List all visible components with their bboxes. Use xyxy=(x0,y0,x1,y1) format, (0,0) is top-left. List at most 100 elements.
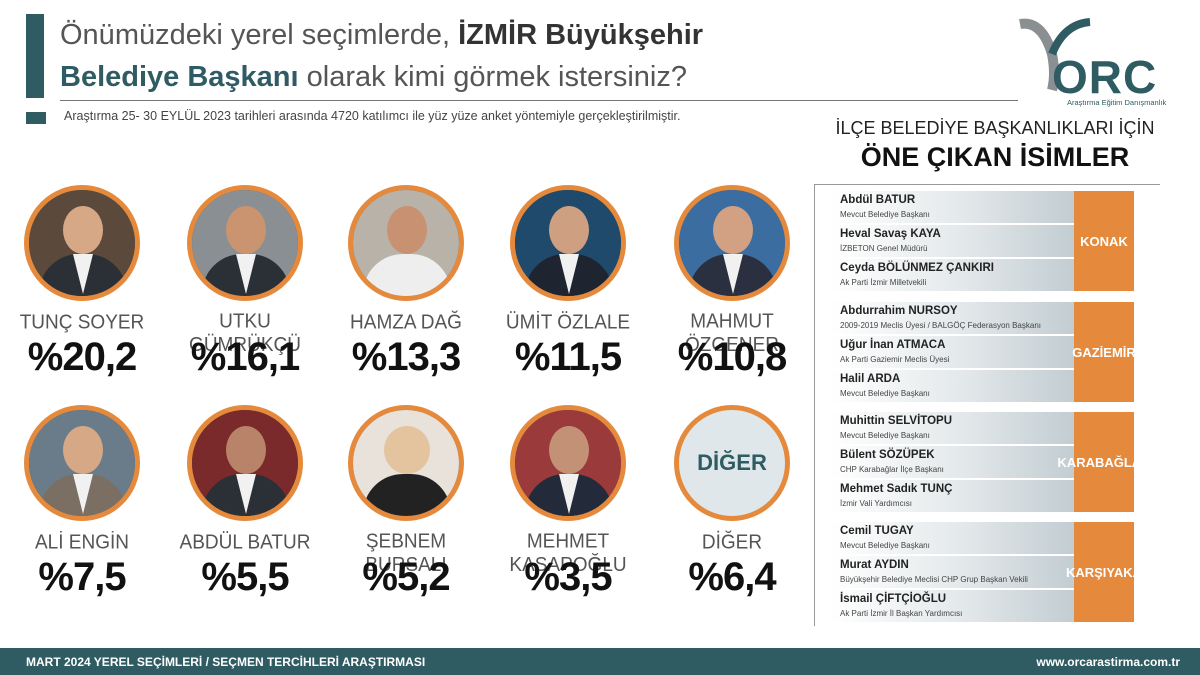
candidate-percentage: %11,5 xyxy=(514,335,622,379)
district-person: Heval Savaş KAYA İZBETON Genel Müdürü xyxy=(830,225,1074,257)
person-name: Heval Savaş KAYA xyxy=(840,228,941,240)
person-role: Mevcut Belediye Başkanı xyxy=(840,431,930,440)
candidate-percentage: %6,4 xyxy=(688,555,776,599)
person-name: Muhittin SELVİTOPU xyxy=(840,415,953,427)
person-name: Abdül BATUR xyxy=(840,194,916,206)
page-title: Önümüzdeki yerel seçimlerde, İZMİR Büyük… xyxy=(60,14,703,98)
person-name: Murat AYDIN xyxy=(840,559,909,571)
candidate-card: ÜMİT ÖZLALE %11,5 xyxy=(488,185,648,385)
person-role: Mevcut Belediye Başkanı xyxy=(840,389,930,398)
candidate-photo xyxy=(348,185,464,301)
title-line2-bold: Belediye Başkanı xyxy=(60,61,299,93)
candidate-photo xyxy=(510,185,626,301)
logo-text: ORC xyxy=(1052,51,1158,103)
candidate-name: HAMZA DAĞ xyxy=(350,311,462,334)
district-person: Bülent SÖZÜPEK CHP Karabağlar İlçe Başkan… xyxy=(830,446,1074,478)
candidate-photo xyxy=(187,405,303,521)
logo-tagline: Araştırma Eğitim Danışmanlık xyxy=(1067,98,1167,107)
candidate-percentage: %7,5 xyxy=(38,555,126,599)
candidate-name: ABDÜL BATUR xyxy=(179,531,311,554)
candidate-percentage: %10,8 xyxy=(677,335,787,379)
person-role: Ak Parti Gaziemir Meclis Üyesi xyxy=(840,355,950,364)
title-line1-bold: İZMİR Büyükşehir xyxy=(458,19,704,51)
candidate-name: DİĞER xyxy=(701,531,763,554)
candidate-card: ABDÜL BATUR %5,5 xyxy=(165,405,325,605)
footer-website-link[interactable]: www.orcarastirma.com.tr xyxy=(1036,655,1180,669)
candidate-name: UTKU GÜMRÜKÇÜ xyxy=(189,310,301,357)
person-name: Cemil TUGAY xyxy=(840,525,914,537)
district-label: KONAK xyxy=(1074,191,1134,291)
district-group-gaziemir: Abdurrahim NURSOY 2009-2019 Meclis Üyesi … xyxy=(830,302,1136,402)
candidate-percentage: %5,2 xyxy=(362,555,450,599)
district-person: Ceyda BÖLÜNMEZ ÇANKIRI Ak Parti İzmir Mil… xyxy=(830,259,1074,291)
person-name: Halil ARDA xyxy=(840,373,901,385)
candidate-card: TUNÇ SOYER %20,2 xyxy=(2,185,162,385)
survey-subtitle: Araştırma 25- 30 EYLÜL 2023 tarihleri ar… xyxy=(64,109,681,123)
candidate-name: MEHMET KASAPOĞLU xyxy=(509,530,627,577)
logo-mark-icon xyxy=(1019,18,1091,92)
candidate-photo xyxy=(674,185,790,301)
candidate-percentage: %20,2 xyxy=(27,335,137,379)
candidate-card: ALİ ENGİN %7,5 xyxy=(2,405,162,605)
title-line2-normal: olarak kimi görmek istersiniz? xyxy=(298,61,687,93)
person-name: Uğur İnan ATMACA xyxy=(840,339,946,351)
district-person: Abdurrahim NURSOY 2009-2019 Meclis Üyesi … xyxy=(830,302,1074,334)
person-role: 2009-2019 Meclis Üyesi / BALGÖÇ Federasy… xyxy=(840,321,1041,330)
districts-panel xyxy=(814,184,1160,626)
orc-logo: ORC Araştırma Eğitim Danışmanlık xyxy=(1012,14,1172,108)
candidate-card: MEHMET KASAPOĞLU %3,5 xyxy=(488,405,648,605)
other-badge-label: DİĞER xyxy=(697,450,767,475)
district-person: İsmail ÇİFTÇİOĞLU Ak Parti İzmir İl Başka… xyxy=(830,590,1074,622)
districts-header-line1: İLÇE BELEDİYE BAŞKANLIKLARI İÇİN xyxy=(835,118,1155,138)
candidate-name: ÜMİT ÖZLALE xyxy=(505,311,631,334)
title-divider xyxy=(60,100,1018,101)
title-line1-normal: Önümüzdeki yerel seçimlerde, xyxy=(60,19,459,51)
candidate-photo xyxy=(187,185,303,301)
person-name: Bülent SÖZÜPEK xyxy=(840,449,935,461)
district-person: Muhittin SELVİTOPU Mevcut Belediye Başkan… xyxy=(830,412,1074,444)
candidate-card: HAMZA DAĞ %13,3 xyxy=(326,185,486,385)
candidate-card: DİĞER DİĞER %6,4 xyxy=(652,405,812,605)
district-person: Mehmet Sadık TUNÇ İzmir Vali Yardımcısı xyxy=(830,480,1074,512)
candidate-percentage: %5,5 xyxy=(201,555,289,599)
person-name: Abdurrahim NURSOY xyxy=(840,305,958,317)
candidate-name: ŞEBNEM BURSALI xyxy=(365,530,447,577)
district-person: Abdül BATUR Mevcut Belediye Başkanı xyxy=(830,191,1074,223)
district-group-karsiyaka: Cemil TUGAY Mevcut Belediye Başkanı Murat… xyxy=(830,522,1142,622)
person-role: İzmir Vali Yardımcısı xyxy=(840,499,913,508)
footer-bar: MART 2024 YEREL SEÇİMLERİ / SEÇMEN TERCİ… xyxy=(0,648,1200,675)
title-accent-bar xyxy=(26,14,44,98)
district-group-konak: Abdül BATUR Mevcut Belediye Başkanı Heval… xyxy=(830,191,1134,291)
person-name: Ceyda BÖLÜNMEZ ÇANKIRI xyxy=(840,262,994,274)
candidate-photo xyxy=(348,405,464,521)
candidate-photo xyxy=(24,185,140,301)
candidate-percentage: %13,3 xyxy=(351,335,461,379)
candidate-name: TUNÇ SOYER xyxy=(19,311,145,334)
footer-title: MART 2024 YEREL SEÇİMLERİ / SEÇMEN TERCİ… xyxy=(26,655,426,669)
candidate-photo xyxy=(510,405,626,521)
district-person: Halil ARDA Mevcut Belediye Başkanı xyxy=(830,370,1074,402)
district-person: Cemil TUGAY Mevcut Belediye Başkanı xyxy=(830,522,1074,554)
person-role: Büyükşehir Belediye Meclisi CHP Grup Baş… xyxy=(840,575,1028,584)
candidate-card: MAHMUT ÖZGENER %10,8 xyxy=(652,185,812,385)
person-role: Mevcut Belediye Başkanı xyxy=(840,541,930,550)
person-role: Ak Parti İzmir Milletvekili xyxy=(840,278,927,287)
candidate-name: ALİ ENGİN xyxy=(35,531,129,554)
district-label: GAZİEMİR xyxy=(1072,302,1136,402)
person-name: İsmail ÇİFTÇİOĞLU xyxy=(840,593,947,605)
district-person: Murat AYDIN Büyükşehir Belediye Meclisi C… xyxy=(830,556,1074,588)
candidate-percentage: %3,5 xyxy=(524,555,612,599)
candidate-card: UTKU GÜMRÜKÇÜ %16,1 xyxy=(165,185,325,385)
district-person: Uğur İnan ATMACA Ak Parti Gaziemir Meclis… xyxy=(830,336,1074,368)
person-role: İZBETON Genel Müdürü xyxy=(840,244,928,253)
subtitle-marker xyxy=(26,112,46,124)
district-label: KARŞIYAKA xyxy=(1066,522,1142,622)
candidate-card: ŞEBNEM BURSALI %5,2 xyxy=(326,405,486,605)
candidate-photo xyxy=(24,405,140,521)
candidate-name: MAHMUT ÖZGENER xyxy=(685,310,779,357)
other-badge: DİĞER xyxy=(674,405,790,521)
person-role: Ak Parti İzmir İl Başkan Yardımcısı xyxy=(840,609,963,618)
district-group-karabaglar: Muhittin SELVİTOPU Mevcut Belediye Başkan… xyxy=(830,412,1151,512)
candidate-percentage: %16,1 xyxy=(190,335,300,379)
districts-header-line2: ÖNE ÇIKAN İSİMLER xyxy=(860,142,1130,172)
